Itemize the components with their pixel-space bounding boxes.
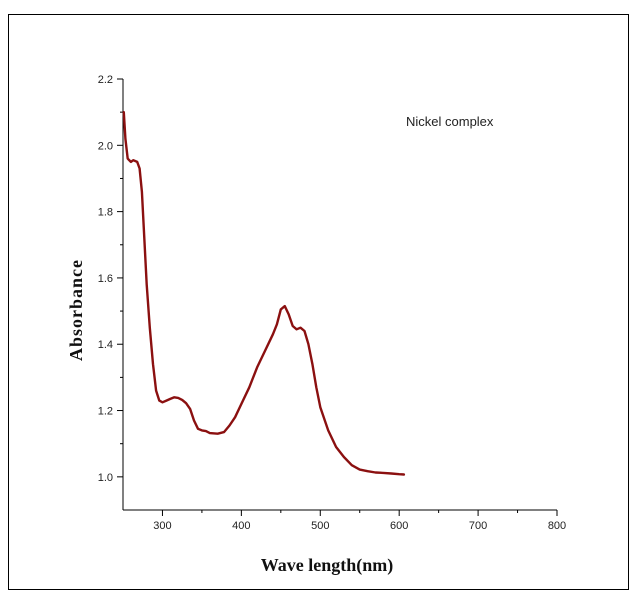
x-tick-label: 500 <box>311 520 329 532</box>
x-tick-label: 600 <box>390 520 408 532</box>
y-axis-label: Absorbance <box>66 259 86 361</box>
x-axis-label: Wave length(nm) <box>261 555 394 576</box>
y-tick-label: 1.4 <box>98 339 113 351</box>
absorbance-series-line <box>122 110 406 476</box>
x-tick-label: 700 <box>469 520 487 532</box>
y-tick-label: 1.2 <box>98 406 113 418</box>
chart-annotation: Nickel complex <box>406 114 494 129</box>
y-tick-label: 1.0 <box>98 472 113 484</box>
x-tick-label: 400 <box>232 520 250 532</box>
figure-frame <box>8 14 629 590</box>
y-tick-label: 2.0 <box>98 140 113 152</box>
series-lines <box>122 110 406 476</box>
x-tick-label: 300 <box>153 520 171 532</box>
y-tick-label: 1.8 <box>98 207 113 219</box>
tick-labels: 300 400 500 600 700 800 1.0 1.2 1.4 1.6 1.8 2.0 2.2 <box>98 74 566 532</box>
y-tick-label: 1.6 <box>98 273 113 285</box>
y-tick-label: 2.2 <box>98 74 113 86</box>
axes <box>117 78 558 516</box>
x-tick-label: 800 <box>548 520 566 532</box>
